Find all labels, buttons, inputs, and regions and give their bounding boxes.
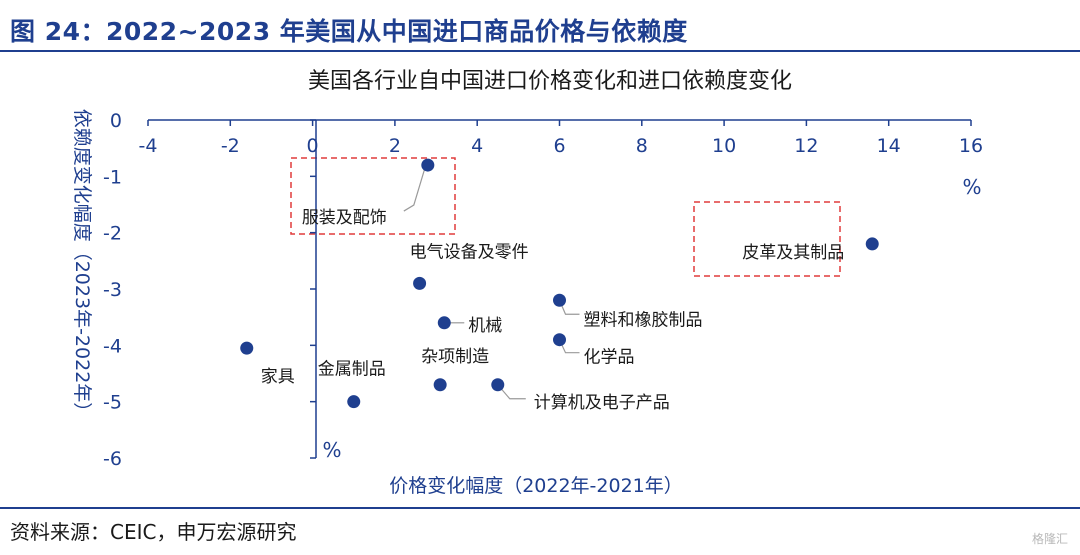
x-axis-label: 价格变化幅度（2022年-2021年） bbox=[389, 475, 683, 497]
y-tick-label: -2 bbox=[103, 223, 122, 245]
x-tick-label: 2 bbox=[389, 135, 401, 157]
title-rule bbox=[0, 50, 1080, 52]
x-tick-label: 14 bbox=[877, 135, 901, 157]
y-tick-label: -5 bbox=[103, 392, 122, 414]
x-tick-label: 0 bbox=[307, 135, 319, 157]
y-axis-ticks: 0 -1 -2 -3 -4 -5 -6 bbox=[103, 110, 316, 470]
y-tick-label: -1 bbox=[103, 166, 122, 188]
point-label: 化学品 bbox=[584, 348, 635, 368]
scatter-point bbox=[437, 316, 451, 330]
x-tick-label: 16 bbox=[959, 135, 983, 157]
highlight-box-apparel bbox=[290, 157, 456, 235]
scatter-point bbox=[491, 378, 505, 392]
x-tick-label: 12 bbox=[794, 135, 818, 157]
label-leader-line bbox=[403, 164, 427, 212]
x-tick-label: -4 bbox=[139, 135, 158, 157]
figure-title: 图 24：2022~2023 年美国从中国进口商品价格与依赖度 bbox=[10, 17, 688, 46]
y-tick-label: -6 bbox=[103, 448, 122, 470]
scatter-point bbox=[240, 341, 254, 355]
y-tick-label: -4 bbox=[103, 335, 122, 357]
chart-title: 美国各行业自中国进口价格变化和进口依赖度变化 bbox=[308, 69, 792, 94]
x-tick-label: -2 bbox=[221, 135, 240, 157]
scatter-point bbox=[865, 237, 879, 251]
point-label: 家具 bbox=[261, 367, 295, 387]
point-label: 皮革及其制品 bbox=[742, 243, 844, 263]
source-rule bbox=[0, 507, 1080, 509]
source-note: 资料来源：CEIC，申万宏源研究 bbox=[10, 520, 297, 544]
scatter-point bbox=[433, 378, 447, 392]
highlight-box-leather bbox=[693, 201, 841, 277]
x-tick-label: 6 bbox=[553, 135, 565, 157]
point-label: 计算机及电子产品 bbox=[534, 393, 670, 413]
scatter-point bbox=[347, 395, 361, 409]
scatter-point bbox=[413, 276, 427, 290]
point-label: 机械 bbox=[468, 316, 502, 336]
x-unit-label: % bbox=[962, 175, 981, 199]
point-label: 金属制品 bbox=[318, 360, 386, 380]
point-label: 电气设备及零件 bbox=[410, 242, 529, 262]
x-axis-ticks: -4 -2 0 2 4 6 8 10 12 14 16 bbox=[139, 120, 983, 157]
x-tick-label: 4 bbox=[471, 135, 483, 157]
y-tick-label: -3 bbox=[103, 279, 122, 301]
point-label: 塑料和橡胶制品 bbox=[584, 310, 703, 330]
y-axis-label: 依赖度变化幅度（2023年-2022年） bbox=[71, 109, 93, 422]
x-tick-label: 10 bbox=[712, 135, 736, 157]
point-label: 服装及配饰 bbox=[302, 208, 387, 228]
point-label: 杂项制造 bbox=[421, 347, 489, 367]
y-tick-label: 0 bbox=[110, 110, 122, 132]
scatter-point bbox=[421, 158, 435, 172]
watermark: 格隆汇 bbox=[1031, 532, 1068, 546]
scatter-point bbox=[553, 293, 566, 307]
y-unit-label: % bbox=[322, 438, 341, 462]
x-tick-label: 8 bbox=[636, 135, 648, 157]
scatter-point bbox=[553, 333, 566, 347]
